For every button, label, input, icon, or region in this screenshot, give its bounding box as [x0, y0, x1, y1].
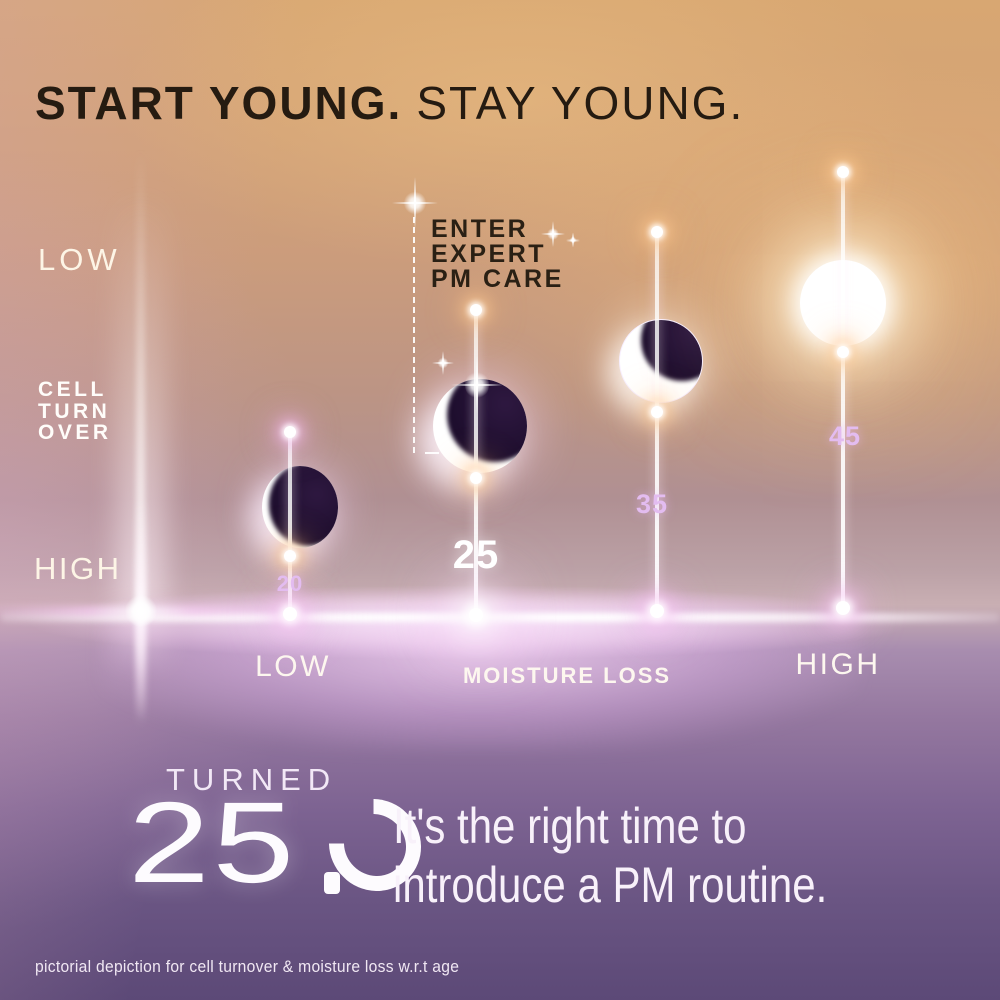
cta-eyebrow: TURNED [166, 762, 338, 797]
y-axis-name-line2: TURN [38, 399, 111, 423]
stem-top-dot [651, 226, 663, 238]
title-regular: STAY YOUNG. [416, 77, 745, 129]
annotation-line2: EXPERT [431, 240, 547, 268]
stem-mid-dot [284, 550, 296, 562]
stem-age-25 [474, 310, 478, 615]
annotation-connector-line [413, 217, 415, 453]
age-label-35: 35 [635, 489, 669, 519]
y-axis-top-label: LOW [38, 242, 121, 277]
cta-message-line2: introduce a PM routine. [393, 857, 828, 913]
stem-base-dot [469, 608, 483, 622]
x-axis-left-label: LOW [255, 650, 331, 683]
age-label-45: 45 [828, 421, 862, 451]
x-axis-name: MOISTURE LOSS [462, 663, 672, 688]
stem-mid-dot [837, 346, 849, 358]
moon-dark-side [268, 466, 338, 546]
stem-base-dot [283, 607, 297, 621]
stem-age-20 [288, 432, 292, 616]
page-title: START YOUNG. STAY YOUNG. [35, 76, 744, 130]
y-axis-name-line3: OVER [38, 421, 112, 444]
y-axis-name: CELL TURN OVER [38, 379, 112, 444]
moon-age-25 [433, 379, 527, 473]
stem-base-dot [650, 604, 664, 618]
y-axis-bottom-label: HIGH [34, 551, 122, 586]
cta-message: It's the right time to introduce a PM ro… [393, 797, 827, 915]
moon-age-20 [262, 466, 338, 548]
cta-message-line1: It's the right time to [393, 798, 747, 854]
baseline-purple-bloom [100, 600, 860, 750]
title-bold: START YOUNG. [35, 77, 403, 129]
y-axis-name-line1: CELL [38, 378, 107, 401]
stem-base-dot [836, 601, 850, 615]
light-beam [136, 150, 145, 720]
stem-top-dot [284, 426, 296, 438]
moon-dark-side [447, 379, 527, 462]
baseline-light-band [0, 613, 1000, 622]
annotation-connector-foot [425, 452, 439, 454]
cta-age-number: 25 [128, 779, 297, 907]
footnote-disclaimer: pictorial depiction for cell turnover & … [35, 957, 460, 976]
question-mark [309, 779, 441, 911]
annotation-line1: ENTER [431, 215, 529, 243]
annotation-text: ENTER EXPERT PM CARE [431, 217, 564, 292]
annotation-line3: PM CARE [431, 265, 564, 293]
stem-age-45 [841, 172, 845, 608]
stem-top-dot [837, 166, 849, 178]
stem-age-35 [655, 232, 659, 611]
stem-mid-dot [651, 406, 663, 418]
age-label-25: 25 [452, 533, 500, 577]
stem-mid-dot [470, 472, 482, 484]
question-mark-dot [324, 872, 340, 894]
x-axis-right-label: HIGH [795, 648, 881, 681]
moon-dark-side [641, 320, 702, 381]
stem-top-dot [470, 304, 482, 316]
moon-age-35 [619, 319, 703, 403]
age-label-20: 20 [276, 571, 304, 596]
